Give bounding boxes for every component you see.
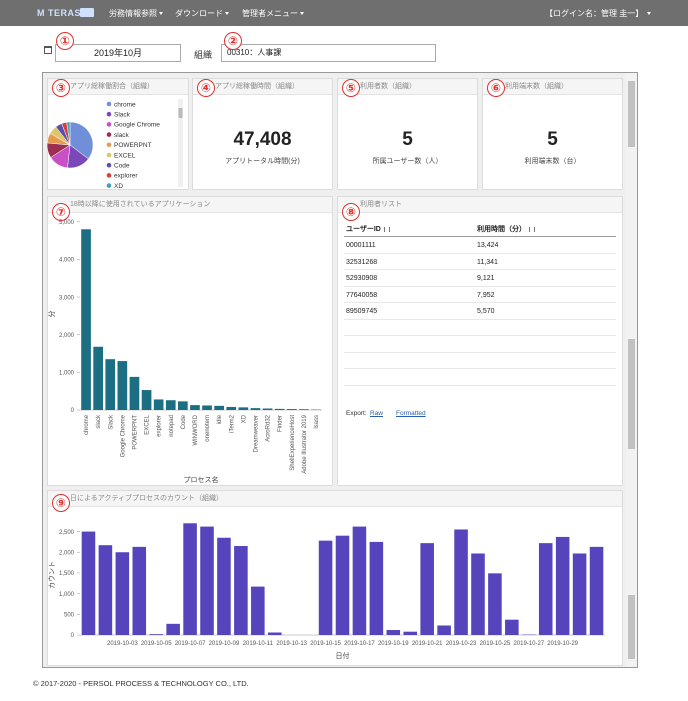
table-header[interactable]: 利用時間（分） [477, 224, 535, 234]
nav-menu[interactable]: 管理者メニュー [242, 8, 304, 19]
logo[interactable]: M TERAS [37, 8, 81, 18]
footer: © 2017-2020 - PERSOL PROCESS & TECHNOLOG… [33, 679, 249, 688]
table-cell: 77640058 [346, 291, 378, 299]
logo-badge [80, 8, 94, 17]
table-cell: 7,952 [477, 291, 495, 299]
kpi-unit: 所属ユーザー数（人） [372, 158, 443, 165]
caret [647, 12, 652, 16]
panel-title: アプリ総稼働割合（組織） [48, 79, 188, 95]
kpi-unit: 利用端末数（台） [524, 158, 581, 165]
annotation-marker: ① [56, 32, 74, 50]
annotation-marker: ⑦ [52, 203, 70, 221]
caret [300, 12, 304, 16]
pie-panel: アプリ総稼働割合（組織） [47, 78, 189, 190]
user-table-panel: 利用者リストユーザーID 利用時間（分） 00001111 13,424 3253126… [337, 196, 623, 486]
panel-title: 利用者数（組織） [338, 79, 477, 95]
row-line [344, 368, 616, 369]
calendar-icon[interactable] [44, 46, 52, 54]
month-input[interactable]: 2019年10月 [55, 44, 181, 62]
kpi-value: 5 [547, 129, 558, 150]
export-label: Export: [346, 410, 367, 417]
caret [225, 12, 229, 16]
row-line [344, 269, 616, 270]
table-cell: 52930908 [346, 275, 378, 282]
table-cell: 00001111 [346, 242, 376, 249]
annotation-marker: ⑨ [52, 494, 70, 512]
sort-icon[interactable] [383, 226, 390, 232]
annotation-marker: ③ [52, 79, 70, 97]
export-formatted[interactable]: Formatted [396, 410, 426, 417]
app-chart-panel: 18時以降に使用されているアプリケーション [47, 196, 333, 486]
annotation-marker: ⑧ [342, 203, 360, 221]
annotation-marker: ⑤ [342, 79, 360, 97]
panel-title: 18時以降に使用されているアプリケーション [48, 197, 332, 213]
table-cell: 89509745 [346, 308, 378, 315]
panel-title: アプリ総稼働時間（組織） [193, 79, 332, 95]
kpi-card: アプリ総稼働時間（組織） 47,408 アプリトータル時間(分) [192, 78, 333, 190]
row-line [344, 252, 616, 254]
panel-title: 利用者リスト [338, 197, 622, 213]
panel-title: 利用端末数（組織） [483, 79, 622, 95]
table-cell: 9,121 [477, 275, 495, 282]
annotation-marker: ② [224, 32, 242, 50]
caret [159, 12, 163, 16]
annotation-marker: ⑥ [487, 79, 505, 97]
org-label: 組織 [194, 50, 213, 60]
table-rule [344, 236, 616, 237]
row-line [344, 285, 616, 287]
scroll-thumb[interactable] [628, 81, 635, 147]
row-line [344, 335, 616, 336]
export-raw[interactable]: Raw [370, 410, 384, 417]
nav-menu-label[interactable]: ダウンロード [175, 9, 223, 18]
panel-title: 日によるアクティブプロセスのカウント（組織） [48, 491, 622, 507]
sort-icon[interactable] [529, 226, 535, 232]
row-line [344, 318, 616, 320]
user-label[interactable]: 【ログイン名：管理 圭一】 [545, 9, 644, 18]
scroll-thumb[interactable] [628, 595, 635, 659]
day-chart-panel: 日によるアクティブプロセスのカウント（組織） [47, 490, 623, 666]
annotation-marker: ④ [197, 79, 215, 97]
table-cell: 32531268 [346, 258, 378, 266]
navbar: M TERAS 労務情報参照 ダウンロード 管理者メニュー 【ログイン名：管理 圭一】 [0, 0, 688, 26]
scrollbar[interactable] [626, 73, 637, 667]
table-header-label[interactable]: 利用時間（分） [477, 226, 526, 233]
scroll-thumb[interactable] [628, 339, 635, 449]
row-line [344, 302, 616, 303]
kpi-card: 利用者数（組織） 5 所属ユーザー数（人） [337, 78, 478, 190]
kpi-unit: アプリトータル時間(分) [225, 158, 300, 165]
kpi-value: 47,408 [233, 129, 292, 150]
table-header[interactable]: ユーザーID [346, 224, 390, 234]
nav-menu[interactable]: ダウンロード [175, 8, 229, 19]
table-cell: 11,341 [477, 258, 498, 266]
kpi-value: 5 [402, 129, 413, 150]
row-line [344, 351, 616, 353]
nav-menu[interactable]: 労務情報参照 [109, 8, 163, 19]
kpi-card: 利用端末数（組織） 5 利用端末数（台） [482, 78, 623, 190]
table-cell: 5,570 [477, 308, 495, 315]
row-line [344, 384, 616, 386]
org-input[interactable]: 00310：人事課 [221, 44, 436, 62]
nav-menu-label[interactable]: 管理者メニュー [242, 9, 298, 18]
user-menu[interactable]: 【ログイン名：管理 圭一】 [545, 8, 652, 19]
table-header-label[interactable]: ユーザーID [346, 226, 381, 233]
table-cell: 13,424 [477, 242, 499, 249]
nav-menu-label[interactable]: 労務情報参照 [109, 9, 157, 18]
